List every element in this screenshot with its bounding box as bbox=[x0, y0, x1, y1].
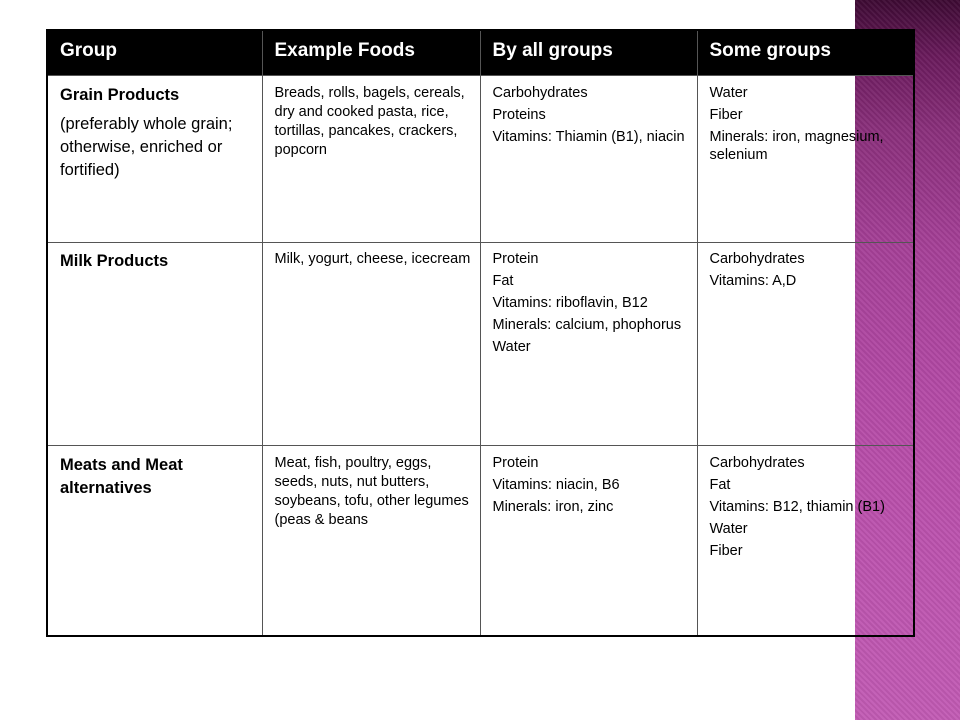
some-groups-cell: Carbohydrates Fat Vitamins: B12, thiamin… bbox=[696, 445, 915, 636]
all-groups-cell: Protein Vitamins: niacin, B6 Minerals: i… bbox=[479, 445, 698, 636]
foods-cell: Milk, yogurt, cheese, icecream bbox=[261, 242, 481, 446]
example-foods: Meat, fish, poultry, eggs, seeds, nuts, … bbox=[274, 455, 469, 528]
nutrient-item: Minerals: iron, magnesium, selenium bbox=[709, 129, 884, 163]
some-groups-cell: Water Fiber Minerals: iron, magnesium, s… bbox=[696, 75, 915, 243]
nutrient-item: Water bbox=[709, 521, 748, 537]
table-row: Milk Products Milk, yogurt, cheese, icec… bbox=[46, 242, 915, 446]
example-foods: Breads, rolls, bagels, cereals, dry and … bbox=[274, 85, 465, 158]
table-row: Grain Products (preferably whole grain; … bbox=[46, 75, 915, 243]
foods-cell: Breads, rolls, bagels, cereals, dry and … bbox=[261, 75, 481, 243]
table-row: Meats and Meat alternatives Meat, fish, … bbox=[46, 445, 915, 636]
group-cell: Meats and Meat alternatives bbox=[46, 445, 263, 636]
nutrient-item: Water bbox=[492, 339, 531, 355]
group-note: (preferably whole grain; otherwise, enri… bbox=[60, 115, 233, 179]
group-cell: Grain Products (preferably whole grain; … bbox=[46, 75, 263, 243]
example-foods: Milk, yogurt, cheese, icecream bbox=[274, 251, 471, 267]
nutrient-item: Protein bbox=[492, 251, 539, 267]
nutrient-item: Carbohydrates bbox=[492, 85, 588, 101]
food-groups-table: Group Example Foods By all groups Some g… bbox=[46, 29, 915, 637]
nutrient-item: Minerals: iron, zinc bbox=[492, 499, 614, 515]
nutrient-item: Water bbox=[709, 85, 748, 101]
header-by-all-groups: By all groups bbox=[479, 29, 698, 76]
header-row: Group Example Foods By all groups Some g… bbox=[46, 29, 915, 76]
nutrient-item: Fat bbox=[492, 273, 514, 289]
header-group: Group bbox=[46, 29, 263, 76]
some-groups-cell: Carbohydrates Vitamins: A,D bbox=[696, 242, 915, 446]
nutrient-item: Carbohydrates bbox=[709, 251, 805, 267]
nutrient-item: Vitamins: niacin, B6 bbox=[492, 477, 620, 493]
nutrient-item: Vitamins: Thiamin (B1), niacin bbox=[492, 129, 685, 145]
nutrient-item: Vitamins: A,D bbox=[709, 273, 797, 289]
nutrient-item: Fiber bbox=[709, 107, 743, 123]
nutrient-item: Carbohydrates bbox=[709, 455, 805, 471]
header-some-groups: Some groups bbox=[696, 29, 915, 76]
group-name: Grain Products bbox=[60, 86, 180, 104]
nutrient-item: Protein bbox=[492, 455, 539, 471]
nutrient-item: Fat bbox=[709, 477, 731, 493]
all-groups-cell: Protein Fat Vitamins: riboflavin, B12 Mi… bbox=[479, 242, 698, 446]
nutrient-item: Vitamins: riboflavin, B12 bbox=[492, 295, 648, 311]
all-groups-cell: Carbohydrates Proteins Vitamins: Thiamin… bbox=[479, 75, 698, 243]
nutrient-item: Fiber bbox=[709, 543, 743, 559]
group-cell: Milk Products bbox=[46, 242, 263, 446]
group-name: Milk Products bbox=[60, 252, 169, 270]
header-example-foods: Example Foods bbox=[261, 29, 481, 76]
nutrient-item: Proteins bbox=[492, 107, 546, 123]
group-name: Meats and Meat alternatives bbox=[60, 456, 183, 497]
foods-cell: Meat, fish, poultry, eggs, seeds, nuts, … bbox=[261, 445, 481, 636]
nutrient-item: Vitamins: B12, thiamin (B1) bbox=[709, 499, 885, 515]
nutrient-item: Minerals: calcium, phophorus bbox=[492, 317, 682, 333]
